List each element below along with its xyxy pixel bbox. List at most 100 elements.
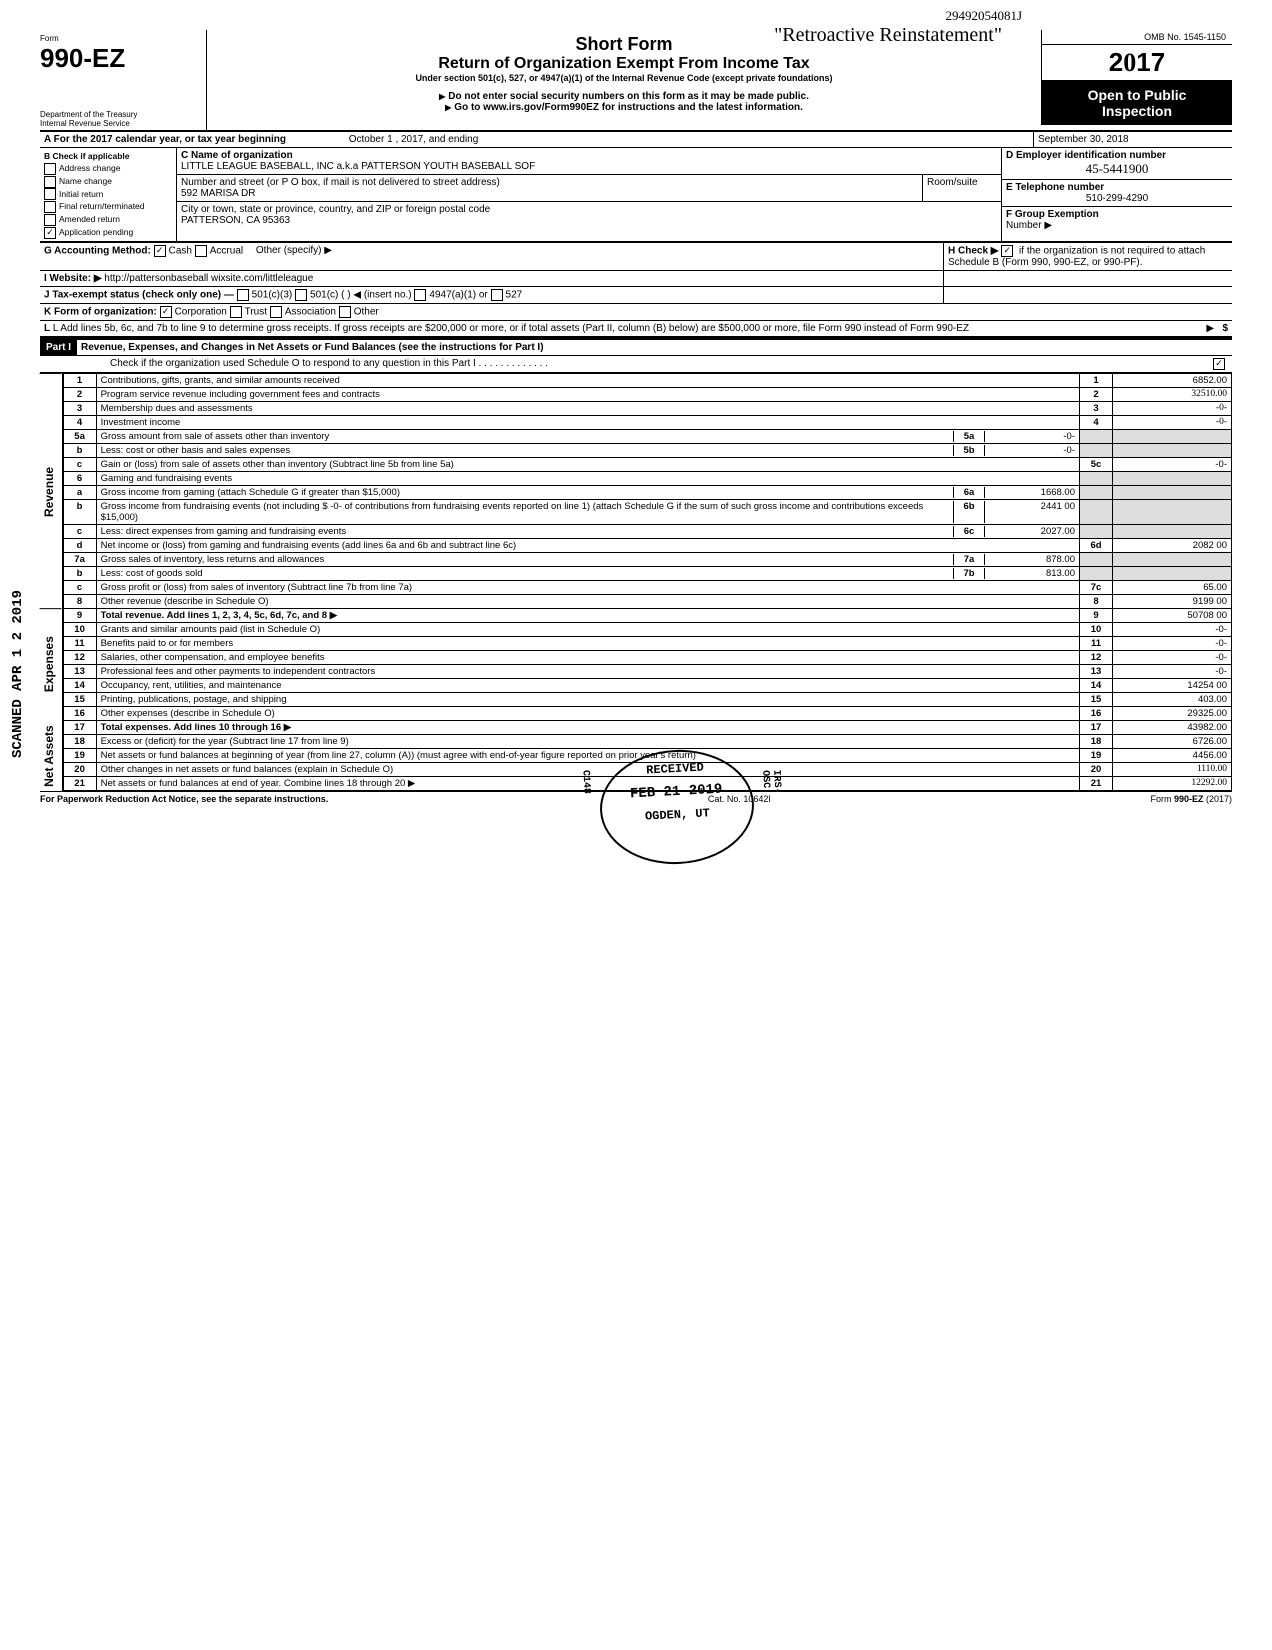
sub-line-number: 6c [953, 526, 985, 537]
line-ref-shaded [1080, 443, 1113, 457]
handwritten-number: 29492054081J [945, 8, 1022, 24]
phone: 510-299-4290 [1006, 193, 1228, 204]
footer-left: For Paperwork Reduction Act Notice, see … [40, 794, 328, 804]
line-desc: Gross profit or (loss) from sales of inv… [96, 580, 1079, 594]
line-row: cGain or (loss) from sale of assets othe… [63, 457, 1231, 471]
chk-address: Address change [44, 162, 172, 175]
line-desc: Less: direct expenses from gaming and fu… [96, 524, 1079, 538]
line-number: 16 [63, 706, 96, 720]
line-amount: -0- [1113, 650, 1232, 664]
sub-line-amount: 878.00 [985, 554, 1075, 565]
ssn-warning: Do not enter social security numbers on … [217, 91, 1031, 102]
sub-line-number: 6a [953, 487, 985, 498]
right-header-col: OMB No. 1545-1150 20201717 Open to Publi… [1041, 30, 1232, 125]
line-row: aGross income from gaming (attach Schedu… [63, 485, 1231, 499]
line-number: 2 [63, 387, 96, 401]
entity-block: B Check if applicable Address change Nam… [40, 148, 1232, 243]
line-amount: 1110.00 [1113, 762, 1232, 776]
line-desc: Gain or (loss) from sale of assets other… [96, 457, 1079, 471]
line-row: 13Professional fees and other payments t… [63, 664, 1231, 678]
line-row: 7aGross sales of inventory, less returns… [63, 552, 1231, 566]
website: http://pattersonbaseball wixsite.com/lit… [104, 273, 313, 284]
sub-line-amount: -0- [985, 431, 1075, 442]
line-number: 13 [63, 664, 96, 678]
line-desc: Less: cost of goods sold7b813.00 [96, 566, 1079, 580]
line-ref-shaded [1080, 552, 1113, 566]
footer-right: Form 990-EZ (2017) [1150, 794, 1232, 804]
line-desc: Occupancy, rent, utilities, and maintena… [96, 678, 1079, 692]
line-amount-shaded [1113, 524, 1232, 538]
line-row: 4Investment income4-0- [63, 415, 1231, 429]
row-a-period: A For the 2017 calendar year, or tax yea… [40, 132, 1232, 148]
line-desc: Net income or (loss) from gaming and fun… [96, 538, 1079, 552]
stamp-c148: C148 [579, 770, 591, 795]
omb-number: OMB No. 1545-1150 [1042, 30, 1232, 45]
line-ref: 14 [1080, 678, 1113, 692]
org-street: 592 MARISA DR [181, 188, 255, 199]
line-ref: 6d [1080, 538, 1113, 552]
line-ref [1080, 471, 1113, 485]
sub-line-number: 5a [953, 431, 985, 442]
stamp-irsosc: IRS-OSC [759, 769, 783, 804]
line-desc: Membership dues and assessments [96, 401, 1079, 415]
line-amount: -0- [1113, 622, 1232, 636]
line-row: 2Program service revenue including gover… [63, 387, 1231, 401]
line-number: 1 [63, 373, 96, 387]
part1-body: Revenue Expenses Net Assets 1Contributio… [40, 373, 1232, 791]
row-i: I Website: ▶ http://pattersonbaseball wi… [40, 271, 1232, 287]
room-suite: Room/suite [922, 175, 1001, 201]
under-section: Under section 501(c), 527, or 4947(a)(1)… [217, 73, 1031, 83]
line-number: 10 [63, 622, 96, 636]
line-row: bGross income from fundraising events (n… [63, 499, 1231, 524]
line-ref-shaded [1080, 485, 1113, 499]
chk-accrual [195, 245, 207, 257]
line-number: 4 [63, 415, 96, 429]
row-j: J Tax-exempt status (check only one) — 5… [40, 287, 1232, 304]
line-number: 19 [63, 748, 96, 762]
open-to-public: Open to Public Inspection [1042, 81, 1232, 125]
part1-label: Part I [40, 340, 77, 355]
line-amount: 6726.00 [1113, 734, 1232, 748]
line-desc: Gross sales of inventory, less returns a… [96, 552, 1079, 566]
line-number: a [63, 485, 96, 499]
line-desc: Gross amount from sale of assets other t… [96, 429, 1079, 443]
dept-treasury: Department of the Treasury [40, 110, 200, 119]
line-amount: -0- [1113, 401, 1232, 415]
line-row: 18Excess or (deficit) for the year (Subt… [63, 734, 1231, 748]
line-row: 6Gaming and fundraising events [63, 471, 1231, 485]
line-ref: 10 [1080, 622, 1113, 636]
line-row: 8Other revenue (describe in Schedule O)8… [63, 594, 1231, 608]
line-amount: 9199 00 [1113, 594, 1232, 608]
line-desc: Printing, publications, postage, and shi… [96, 692, 1079, 706]
line-row: bLess: cost of goods sold7b813.00 [63, 566, 1231, 580]
sub-line-number: 7a [953, 554, 985, 565]
part1-title: Revenue, Expenses, and Changes in Net As… [77, 340, 1232, 355]
line-amount: -0- [1113, 415, 1232, 429]
line-row: 10Grants and similar amounts paid (list … [63, 622, 1231, 636]
line-ref-shaded [1080, 566, 1113, 580]
chk-amended: Amended return [44, 213, 172, 226]
side-expenses: Expenses [40, 608, 62, 720]
line-ref: 19 [1080, 748, 1113, 762]
line-amount: 403.00 [1113, 692, 1232, 706]
side-netassets: Net Assets [40, 721, 62, 791]
line-row: bLess: cost or other basis and sales exp… [63, 443, 1231, 457]
line-amount: 14254 00 [1113, 678, 1232, 692]
line-row: dNet income or (loss) from gaming and fu… [63, 538, 1231, 552]
line-amount: 6852.00 [1113, 373, 1232, 387]
form-number: 990-EZ [40, 43, 200, 74]
row-k: K Form of organization: ✓Corporation Tru… [40, 304, 1232, 321]
chk-pending: ✓Application pending [44, 226, 172, 239]
line-row: 17Total expenses. Add lines 10 through 1… [63, 720, 1231, 734]
line-desc: Gross income from gaming (attach Schedul… [96, 485, 1079, 499]
line-ref: 7c [1080, 580, 1113, 594]
chk-cash: ✓ [154, 245, 166, 257]
line-amount: 65.00 [1113, 580, 1232, 594]
block-c: C Name of organization LITTLE LEAGUE BAS… [177, 148, 1001, 241]
line-ref: 2 [1080, 387, 1113, 401]
line-amount: 12292.00 [1113, 776, 1232, 790]
line-number: 14 [63, 678, 96, 692]
line-amount: -0- [1113, 457, 1232, 471]
line-number: b [63, 443, 96, 457]
chk-initial: Initial return [44, 188, 172, 201]
